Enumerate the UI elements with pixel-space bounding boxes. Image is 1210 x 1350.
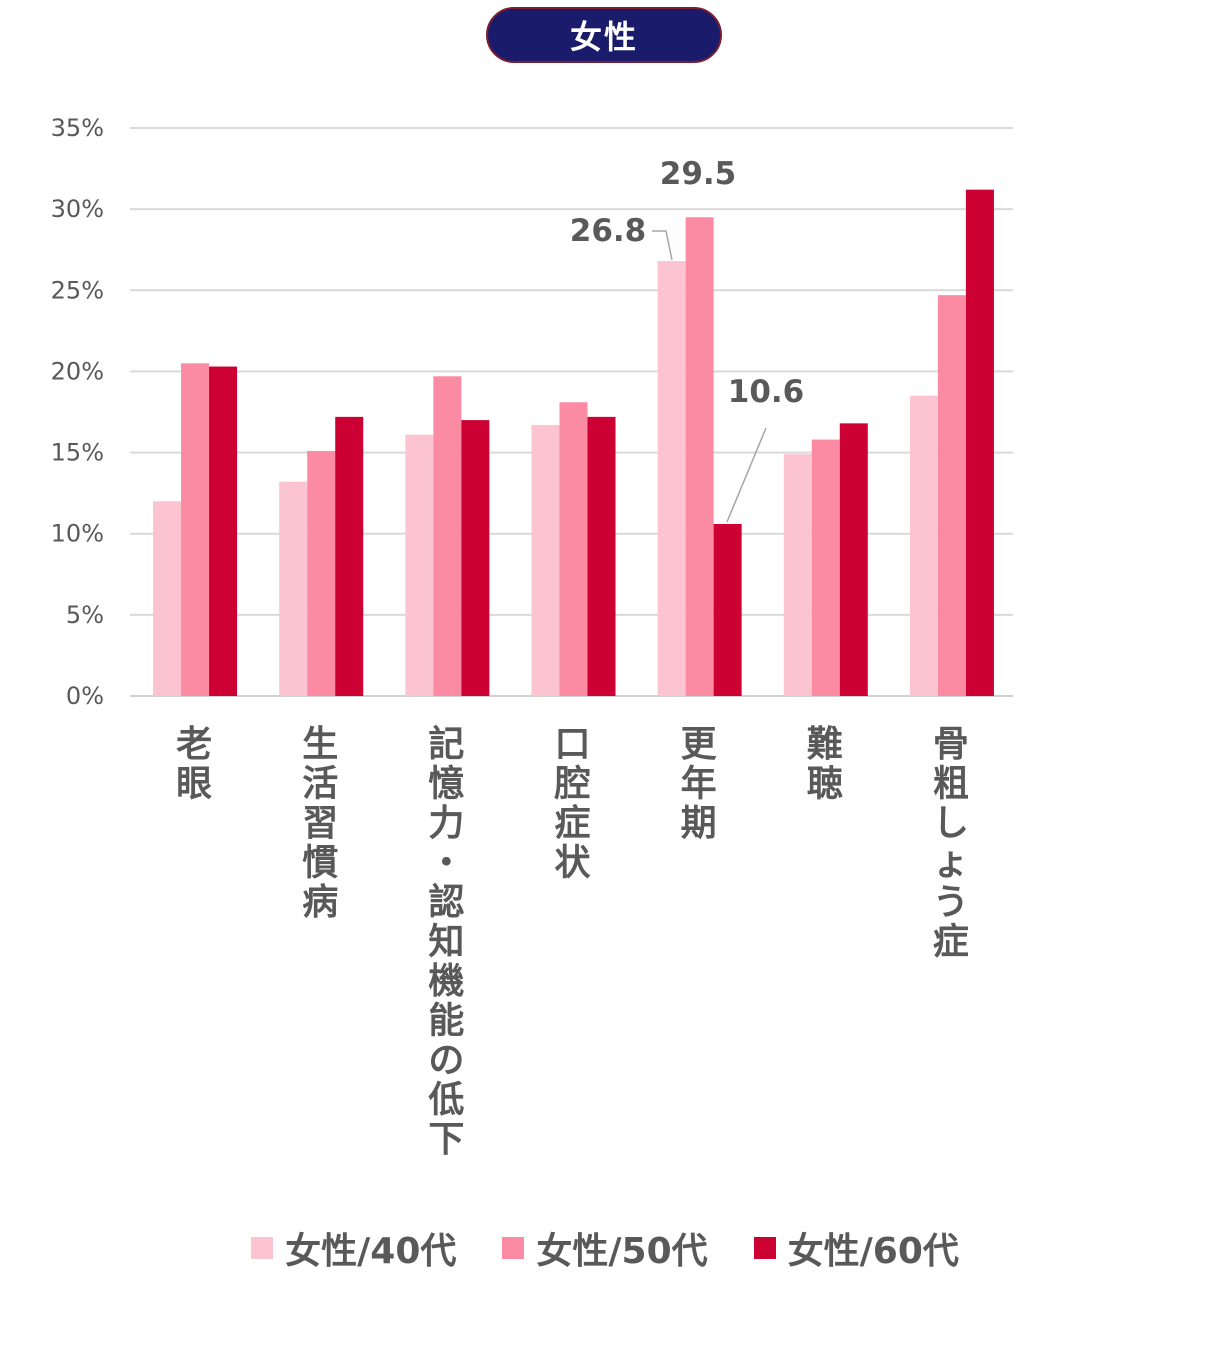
bar	[153, 501, 182, 696]
legend-label: 女性/40代	[285, 1231, 457, 1272]
y-tick-label: 0%	[66, 682, 104, 710]
bar	[531, 424, 560, 696]
bar	[181, 363, 210, 696]
legend-label: 女性/60代	[787, 1231, 959, 1272]
chart-title: 女性	[486, 7, 722, 63]
legend: 女性/40代 女性/50代 女性/60代	[0, 1222, 1210, 1274]
bar	[937, 295, 966, 696]
legend-swatch	[251, 1237, 274, 1259]
bar	[965, 189, 994, 696]
legend-item: 女性/60代	[753, 1222, 959, 1274]
y-tick-label: 35%	[51, 114, 104, 142]
y-tick-label: 15%	[51, 439, 104, 467]
x-tick-label: 記憶力・認知機能の低下	[428, 724, 464, 1160]
x-tick-label: 難聴	[807, 724, 843, 805]
leader-line	[726, 427, 767, 523]
x-tick-label: 生活習慣病	[302, 724, 338, 923]
legend-swatch	[502, 1237, 525, 1259]
bar	[209, 366, 238, 696]
y-tick-label: 10%	[51, 520, 104, 548]
bar	[839, 423, 868, 696]
bar	[713, 523, 742, 696]
bar	[811, 439, 840, 696]
x-tick-label: 老眼	[176, 724, 212, 805]
data-label: 29.5	[660, 156, 737, 192]
y-tick-label: 20%	[51, 357, 104, 385]
data-label: 10.6	[728, 374, 805, 410]
bar	[335, 416, 364, 696]
data-label: 26.8	[570, 213, 647, 249]
bar	[559, 402, 588, 696]
bar-chart: 0% 5% 10% 15% 20% 25% 30% 35% 老眼 生活習慣病 記憶力・認知機能の低下…	[51, 114, 1013, 1160]
bar	[685, 217, 714, 696]
bar	[909, 395, 938, 696]
x-tick-label: 口腔症状	[553, 724, 591, 884]
x-tick-label: 更年期	[681, 724, 718, 844]
bar	[433, 376, 462, 696]
bar	[307, 450, 336, 696]
y-tick-label: 5%	[66, 601, 104, 629]
legend-label: 女性/50代	[536, 1231, 708, 1272]
leader-line	[652, 230, 673, 261]
bar	[279, 481, 308, 696]
x-tick-label: 骨粗しょう症	[933, 724, 969, 963]
y-tick-label: 25%	[51, 276, 104, 304]
bar	[587, 416, 616, 696]
bar	[461, 420, 490, 696]
legend-item: 女性/50代	[502, 1222, 708, 1274]
bar	[657, 261, 686, 696]
legend-item: 女性/40代	[251, 1222, 456, 1274]
bar	[783, 454, 812, 696]
legend-swatch	[753, 1237, 776, 1259]
y-tick-label: 30%	[51, 195, 104, 223]
bar	[405, 434, 434, 696]
